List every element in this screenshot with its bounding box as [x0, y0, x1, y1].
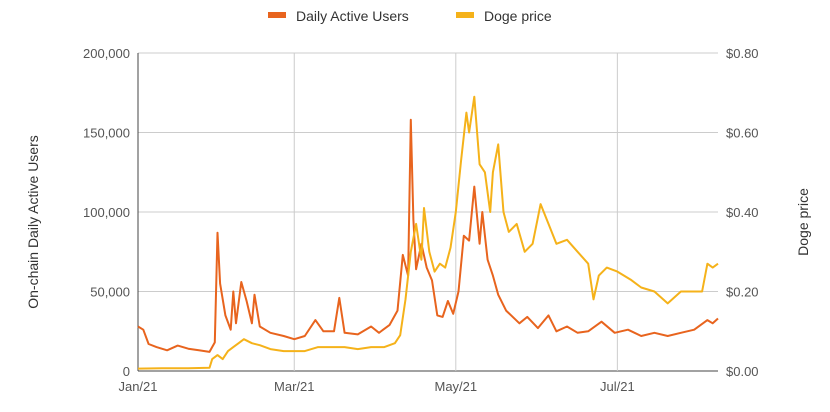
left-tick-label: 50,000: [90, 285, 130, 300]
legend: Daily Active Users Doge price: [268, 8, 552, 24]
x-tick-label: Jan/21: [118, 379, 157, 394]
left-tick-label: 0: [123, 364, 130, 379]
x-tick-label: Mar/21: [274, 379, 314, 394]
gridlines: [137, 52, 718, 372]
right-axis-title: Doge price: [795, 188, 811, 256]
right-tick-label: $0.00: [726, 364, 759, 379]
legend-label-daily-active-users[interactable]: Daily Active Users: [296, 8, 409, 24]
left-axis-title: On-chain Daily Active Users: [25, 135, 41, 309]
series-line-daily-active-users[interactable]: [137, 118, 719, 353]
left-tick-label: 150,000: [83, 126, 130, 141]
left-tick-label: 100,000: [83, 205, 130, 220]
legend-swatch-daily-active-users: [268, 12, 286, 18]
series-line-doge-price[interactable]: [137, 95, 719, 370]
right-tick-label: $0.40: [726, 205, 759, 220]
series-lines: [137, 95, 719, 370]
right-tick-label: $0.80: [726, 46, 759, 61]
right-tick-label: $0.60: [726, 126, 759, 141]
left-tick-label: 200,000: [83, 46, 130, 61]
right-tick-label: $0.20: [726, 285, 759, 300]
legend-swatch-doge-price: [456, 12, 474, 18]
axis-ticks: 0 $0.00 50,000 $0.20 100,000 $0.40 150,000 $0.6…: [83, 46, 759, 394]
x-tick-label: Jul/21: [600, 379, 635, 394]
legend-label-doge-price[interactable]: Doge price: [484, 8, 552, 24]
x-tick-label: May/21: [434, 379, 477, 394]
